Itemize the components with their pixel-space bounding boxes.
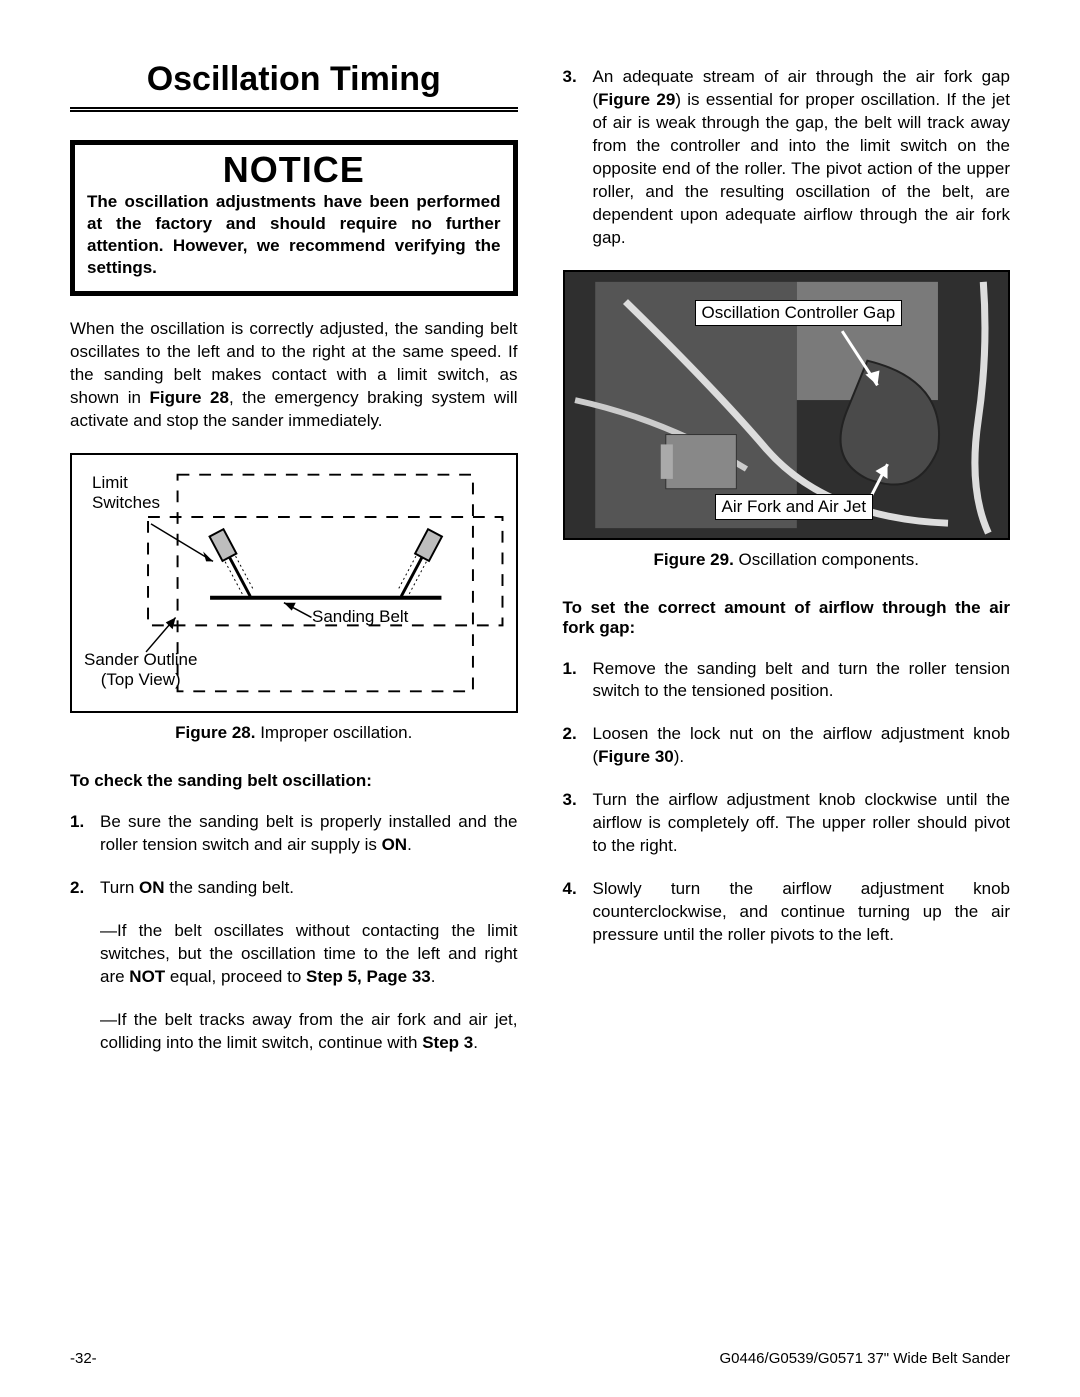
photo-label-bottom: Air Fork and Air Jet — [715, 494, 874, 520]
check-steps: 1. Be sure the sanding belt is properly … — [70, 811, 518, 900]
notice-title: NOTICE — [87, 149, 501, 191]
step-number: 2. — [563, 723, 593, 769]
notice-body: The oscillation adjustments have been pe… — [87, 191, 501, 279]
fig29-caption-bold: Figure 29. — [653, 550, 733, 569]
fig28-caption-rest: Improper oscillation. — [255, 723, 412, 742]
page-footer: -32- G0446/G0539/G0571 37" Wide Belt San… — [70, 1350, 1010, 1367]
step-text: An adequate stream of air through the ai… — [593, 66, 1011, 250]
step-3-list: 3. An adequate stream of air through the… — [563, 66, 1011, 250]
airflow-heading: To set the correct amount of airflow thr… — [563, 598, 1011, 638]
fig29-caption-rest: Oscillation components. — [734, 550, 919, 569]
label-sanding-belt: Sanding Belt — [312, 607, 408, 627]
right-column: 3. An adequate stream of air through the… — [563, 60, 1011, 1075]
step-text: Slowly turn the airflow adjustment knob … — [593, 878, 1011, 947]
step-number: 3. — [563, 789, 593, 858]
check-sub-1: —If the belt oscillates without contacti… — [100, 920, 518, 989]
left-column: Oscillation Timing NOTICE The oscillatio… — [70, 60, 518, 1075]
check-step-2: 2. Turn ON the sanding belt. — [70, 877, 518, 900]
figure-28-caption: Figure 28. Improper oscillation. — [70, 723, 518, 743]
step-number: 1. — [563, 658, 593, 704]
step-text: Loosen the lock nut on the airflow adjus… — [593, 723, 1011, 769]
airflow-step-1: 1. Remove the sanding belt and turn the … — [563, 658, 1011, 704]
intro-paragraph: When the oscillation is correctly adjust… — [70, 318, 518, 433]
airflow-steps: 1. Remove the sanding belt and turn the … — [563, 658, 1011, 947]
page-title: Oscillation Timing — [70, 60, 518, 99]
step-number: 3. — [563, 66, 593, 250]
page-content: Oscillation Timing NOTICE The oscillatio… — [70, 60, 1010, 1075]
check-sub-2: —If the belt tracks away from the air fo… — [100, 1009, 518, 1055]
label-limit-switches: Limit Switches — [92, 473, 160, 514]
step-number: 1. — [70, 811, 100, 857]
step-text: Turn the airflow adjustment knob clockwi… — [593, 789, 1011, 858]
label-sander-outline: Sander Outline (Top View) — [84, 650, 197, 691]
airflow-step-2: 2. Loosen the lock nut on the airflow ad… — [563, 723, 1011, 769]
check-step-1: 1. Be sure the sanding belt is properly … — [70, 811, 518, 857]
doc-title: G0446/G0539/G0571 37" Wide Belt Sander — [719, 1350, 1010, 1367]
photo-label-top: Oscillation Controller Gap — [695, 300, 903, 326]
notice-box: NOTICE The oscillation adjustments have … — [70, 140, 518, 296]
step-text: Remove the sanding belt and turn the rol… — [593, 658, 1011, 704]
figure-28-diagram: Limit Switches Sanding Belt Sander Outli… — [70, 453, 518, 713]
page-number: -32- — [70, 1350, 97, 1367]
check-step-3: 3. An adequate stream of air through the… — [563, 66, 1011, 250]
airflow-step-4: 4. Slowly turn the airflow adjustment kn… — [563, 878, 1011, 947]
title-rule — [70, 107, 518, 112]
check-heading: To check the sanding belt oscillation: — [70, 771, 518, 791]
step-number: 2. — [70, 877, 100, 900]
step-text: Be sure the sanding belt is properly ins… — [100, 811, 518, 857]
step-number: 4. — [563, 878, 593, 947]
figure-29-caption: Figure 29. Oscillation components. — [563, 550, 1011, 570]
fig28-ref: Figure 28 — [150, 388, 229, 407]
figure-29-photo: Oscillation Controller Gap Air Fork and … — [563, 270, 1011, 540]
step-text: Turn ON the sanding belt. — [100, 877, 518, 900]
fig28-caption-bold: Figure 28. — [175, 723, 255, 742]
airflow-step-3: 3. Turn the airflow adjustment knob cloc… — [563, 789, 1011, 858]
